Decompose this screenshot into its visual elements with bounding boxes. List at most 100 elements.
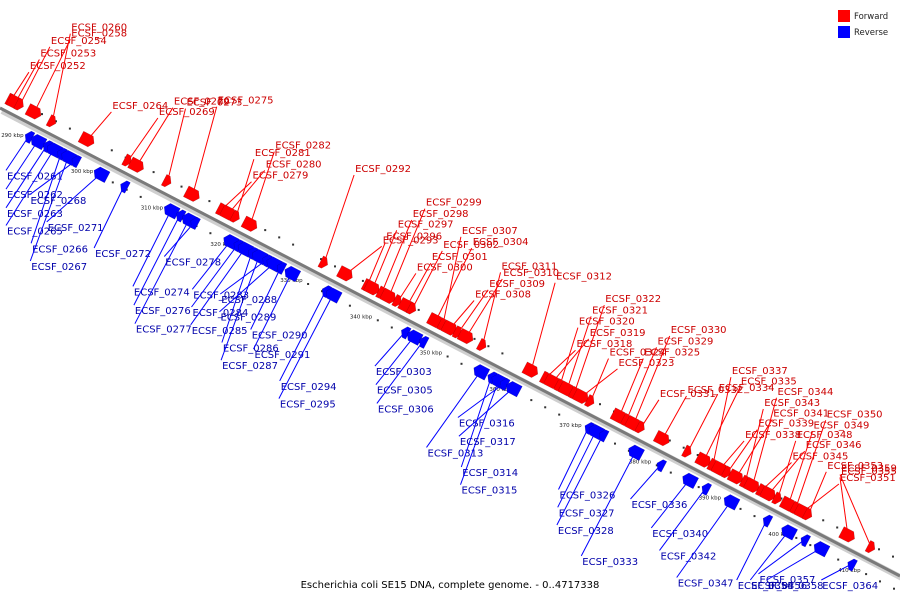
gene-arrow[interactable] (720, 465, 732, 479)
gene-arrow[interactable] (628, 444, 646, 461)
gene-ecsf-0342[interactable]: ECSF_0342 (659, 482, 717, 562)
gene-arrow[interactable] (405, 301, 417, 315)
gene-ecsf-0291[interactable]: ECSF_0291 (253, 265, 311, 361)
gene-arrow[interactable] (401, 326, 412, 340)
gene-arrow[interactable] (335, 265, 353, 282)
gene-ecsf-0309[interactable]: ECSF_0309 (451, 279, 545, 339)
gene-ecsf-0277[interactable]: ECSF_0277 (134, 212, 199, 336)
gene-ecsf-0334[interactable]: ECSF_0334 (681, 383, 775, 458)
gene-ecsf-0339[interactable]: ECSF_0339 (720, 419, 814, 479)
gene-ecsf-0316[interactable]: ECSF_0316 (457, 377, 515, 430)
gene-arrow[interactable] (652, 429, 670, 447)
gene-arrow[interactable] (762, 514, 774, 528)
gene-arrow[interactable] (742, 476, 760, 493)
gene-arrow[interactable] (379, 287, 396, 304)
gene-ecsf-0324[interactable]: ECSF_0324 (583, 348, 665, 408)
gene-ecsf-0308[interactable]: ECSF_0308 (440, 290, 531, 336)
gene-ecsf-0281[interactable]: ECSF_0281 (229, 148, 311, 223)
gene-ecsf-0357[interactable]: ECSF_0357 (758, 534, 816, 586)
gene-ecsf-0303[interactable]: ECSF_0303 (374, 326, 432, 378)
gene-ecsf-0280[interactable]: ECSF_0280 (218, 159, 322, 221)
gene-ecsf-0276[interactable]: ECSF_0276 (133, 209, 191, 317)
gene-ecsf-0311[interactable]: ECSF_0311 (475, 261, 557, 351)
gene-ecsf-0258[interactable]: ECSF_0258 (24, 28, 127, 120)
gene-ecsf-0293[interactable]: ECSF_0293 (335, 235, 439, 282)
gene-arrow[interactable] (656, 459, 668, 473)
gene-ecsf-0295[interactable]: ECSF_0295 (278, 287, 343, 411)
gene-ecsf-0336[interactable]: ECSF_0336 (630, 459, 688, 511)
gene-ecsf-0333[interactable]: ECSF_0333 (580, 444, 646, 568)
gene-arrow[interactable] (391, 293, 402, 307)
gene-ecsf-0269[interactable]: ECSF_0269 (121, 107, 215, 167)
gene-arrow[interactable] (276, 261, 288, 275)
gene-ecsf-0273[interactable]: ECSF_0273 (160, 98, 242, 188)
gene-ecsf-0262[interactable]: ECSF_0262 (5, 133, 63, 201)
gene-arrow[interactable] (240, 215, 258, 232)
gene-ecsf-0327[interactable]: ECSF_0327 (557, 424, 615, 519)
gene-ecsf-0340[interactable]: ECSF_0340 (650, 472, 708, 540)
gene-arrow[interactable] (864, 540, 876, 554)
gene-arrow[interactable] (505, 381, 523, 398)
gene-arrow[interactable] (813, 541, 831, 558)
gene-arrow[interactable] (701, 482, 713, 496)
gene-ecsf-0331[interactable]: ECSF_0331 (634, 389, 716, 434)
gene-ecsf-0282[interactable]: ECSF_0282 (240, 141, 331, 232)
gene-arrow[interactable] (182, 185, 200, 202)
gene-ecsf-0323[interactable]: ECSF_0323 (571, 358, 674, 405)
gene-ecsf-0299[interactable]: ECSF_0299 (379, 198, 482, 304)
gene-arrow[interactable] (682, 472, 700, 490)
gene-ecsf-0261[interactable]: ECSF_0261 (5, 130, 63, 182)
gene-ecsf-0312[interactable]: ECSF_0312 (521, 272, 612, 378)
gene-ecsf-0359[interactable]: ECSF_0359 (839, 464, 897, 554)
gene-ecsf-0344[interactable]: ECSF_0344 (742, 387, 833, 493)
gene-arrow[interactable] (473, 364, 491, 381)
gene-ecsf-0364[interactable]: ECSF_0364 (821, 558, 878, 592)
gene-ecsf-0328[interactable]: ECSF_0328 (556, 429, 614, 537)
gene-arrow[interactable] (176, 209, 187, 223)
gene-arrow[interactable] (120, 180, 131, 194)
gene-ecsf-0335[interactable]: ECSF_0335 (694, 377, 797, 468)
gene-ecsf-0319[interactable]: ECSF_0319 (542, 328, 646, 390)
gene-arrow[interactable] (325, 287, 343, 304)
gene-ecsf-0304[interactable]: ECSF_0304 (425, 237, 529, 329)
gene-arrow[interactable] (45, 114, 57, 128)
gene-arrow[interactable] (160, 174, 172, 188)
gene-arrow[interactable] (681, 444, 692, 458)
gene-ecsf-0290[interactable]: ECSF_0290 (250, 261, 308, 342)
gene-ecsf-0321[interactable]: ECSF_0321 (557, 305, 648, 397)
gene-arrow[interactable] (634, 420, 645, 434)
gene-ecsf-0347[interactable]: ECSF_0347 (676, 494, 741, 590)
gene-ecsf-0356[interactable]: ECSF_0356 (749, 524, 807, 593)
gene-ecsf-0278[interactable]: ECSF_0278 (163, 216, 221, 269)
gene-arrow[interactable] (571, 387, 589, 405)
gene-ecsf-0346[interactable]: ECSF_0346 (758, 440, 862, 502)
gene-ecsf-0354[interactable]: ECSF_0354 (736, 514, 794, 592)
gene-ecsf-0274[interactable]: ECSF_0274 (132, 203, 190, 298)
gene-ecsf-0332[interactable]: ECSF_0332 (652, 385, 743, 447)
gene-arrow[interactable] (406, 329, 424, 346)
gene-ecsf-0302[interactable]: ECSF_0302 (405, 240, 499, 315)
gene-arrow[interactable] (723, 494, 741, 511)
gene-ecsf-0264[interactable]: ECSF_0264 (77, 101, 168, 148)
gene-ecsf-0341[interactable]: ECSF_0341 (726, 408, 829, 485)
gene-ecsf-0254[interactable]: ECSF_0254 (13, 36, 107, 111)
gene-ecsf-0358[interactable]: ECSF_0358 (766, 541, 831, 592)
gene-arrow[interactable] (419, 335, 430, 349)
gene-ecsf-0330[interactable]: ECSF_0330 (623, 325, 727, 432)
gene-arrow[interactable] (13, 97, 24, 111)
gene-ecsf-0338[interactable]: ECSF_0338 (710, 430, 801, 477)
gene-arrow[interactable] (24, 130, 36, 144)
gene-arrow[interactable] (521, 361, 539, 378)
gene-ecsf-0317[interactable]: ECSF_0317 (458, 381, 523, 448)
gene-ecsf-0348[interactable]: ECSF_0348 (771, 430, 853, 505)
gene-arrow[interactable] (24, 103, 42, 120)
gene-ecsf-0305[interactable]: ECSF_0305 (375, 329, 433, 397)
gene-ecsf-0349[interactable]: ECSF_0349 (778, 421, 869, 512)
gene-ecsf-0300[interactable]: ECSF_0300 (391, 262, 473, 307)
gene-ecsf-0270[interactable]: ECSF_0270 (127, 97, 230, 173)
gene-ecsf-0292[interactable]: ECSF_0292 (317, 164, 411, 269)
gene-arrow[interactable] (781, 524, 799, 541)
gene-ecsf-0260[interactable]: ECSF_0260 (45, 23, 127, 128)
gene-ecsf-0275[interactable]: ECSF_0275 (182, 96, 274, 202)
gene-arrow[interactable] (362, 279, 380, 296)
